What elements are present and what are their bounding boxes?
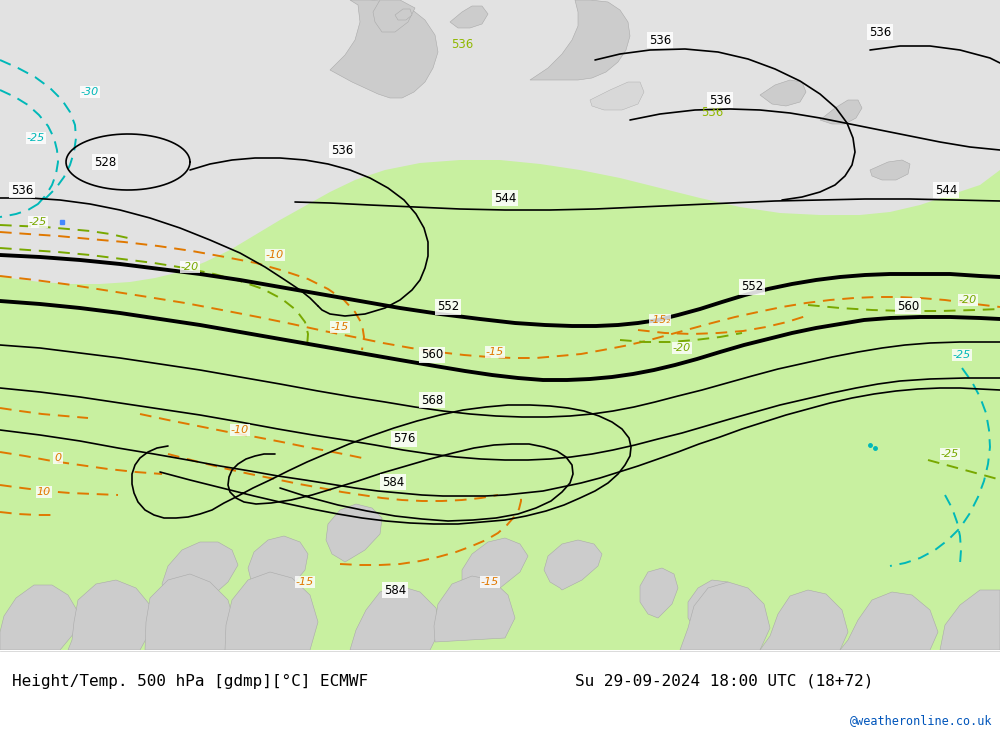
Text: 536: 536 <box>11 183 33 196</box>
Text: -20: -20 <box>959 295 977 305</box>
Polygon shape <box>145 574 235 650</box>
Text: -10: -10 <box>266 250 284 260</box>
Text: -30: -30 <box>81 87 99 97</box>
Text: -20: -20 <box>673 343 691 353</box>
Text: 544: 544 <box>935 183 957 196</box>
Text: 536: 536 <box>649 34 671 46</box>
Polygon shape <box>530 0 630 80</box>
Text: 536: 536 <box>869 26 891 39</box>
Polygon shape <box>248 536 308 602</box>
Text: -20: -20 <box>181 262 199 272</box>
Text: 568: 568 <box>421 394 443 407</box>
Polygon shape <box>225 572 318 650</box>
Polygon shape <box>760 590 848 650</box>
Text: -15₂: -15₂ <box>649 315 671 325</box>
Text: @weatheronline.co.uk: @weatheronline.co.uk <box>850 715 992 727</box>
Polygon shape <box>395 9 412 20</box>
Text: 544: 544 <box>494 191 516 205</box>
Text: -25: -25 <box>29 217 47 227</box>
Polygon shape <box>640 568 678 618</box>
Polygon shape <box>0 0 1000 284</box>
Text: Height/Temp. 500 hPa [gdmp][°C] ECMWF: Height/Temp. 500 hPa [gdmp][°C] ECMWF <box>12 674 368 688</box>
Text: 584: 584 <box>384 583 406 597</box>
Polygon shape <box>840 592 938 650</box>
Polygon shape <box>0 585 78 650</box>
Text: 536: 536 <box>709 94 731 106</box>
Polygon shape <box>326 504 382 562</box>
Text: 536: 536 <box>701 106 723 119</box>
Polygon shape <box>162 542 238 612</box>
Text: Su 29-09-2024 18:00 UTC (18+72): Su 29-09-2024 18:00 UTC (18+72) <box>575 674 873 688</box>
Text: 528: 528 <box>94 155 116 169</box>
Polygon shape <box>434 576 515 642</box>
Polygon shape <box>373 0 415 32</box>
Text: 560: 560 <box>421 348 443 361</box>
Text: 552: 552 <box>437 301 459 314</box>
Text: -15: -15 <box>486 347 504 357</box>
Polygon shape <box>350 586 440 650</box>
Polygon shape <box>680 582 770 650</box>
Polygon shape <box>870 160 910 180</box>
Polygon shape <box>544 540 602 590</box>
Text: -25: -25 <box>941 449 959 459</box>
Polygon shape <box>688 580 738 632</box>
Text: 560: 560 <box>897 300 919 312</box>
Text: 536: 536 <box>451 39 473 51</box>
Polygon shape <box>760 80 806 106</box>
Polygon shape <box>820 100 862 124</box>
Text: 0: 0 <box>54 453 62 463</box>
Text: -25: -25 <box>27 133 45 143</box>
Text: -15: -15 <box>296 577 314 587</box>
Text: 576: 576 <box>393 432 415 446</box>
Text: 552: 552 <box>741 281 763 293</box>
Text: 536: 536 <box>331 144 353 157</box>
Text: -10: -10 <box>231 425 249 435</box>
Text: 10: 10 <box>37 487 51 497</box>
Text: -25: -25 <box>953 350 971 360</box>
Text: -15: -15 <box>331 322 349 332</box>
Text: -15: -15 <box>481 577 499 587</box>
Polygon shape <box>450 6 488 28</box>
Polygon shape <box>68 580 152 650</box>
Polygon shape <box>590 82 644 110</box>
Polygon shape <box>330 0 438 98</box>
Polygon shape <box>940 590 1000 650</box>
Text: 584: 584 <box>382 476 404 488</box>
Polygon shape <box>462 538 528 598</box>
